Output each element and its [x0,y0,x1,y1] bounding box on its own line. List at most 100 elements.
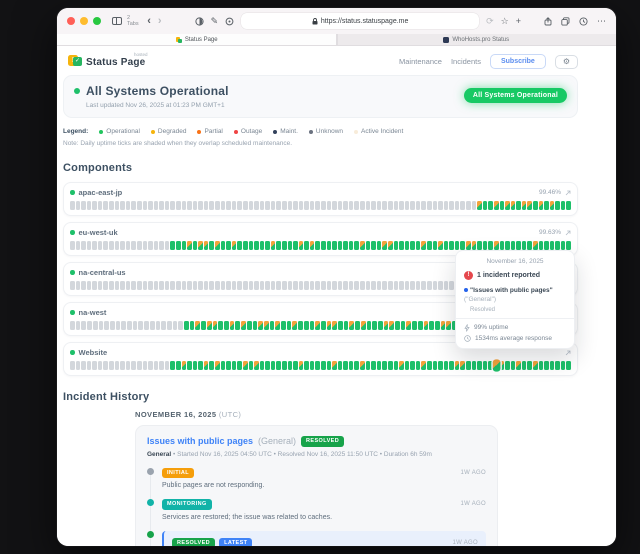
uptime-tick[interactable] [466,361,471,370]
uptime-tick[interactable] [349,321,355,330]
uptime-tick[interactable] [298,201,304,210]
share-icon[interactable] [544,16,552,26]
uptime-tick[interactable] [258,321,263,330]
uptime-tick[interactable] [103,241,109,250]
uptime-tick[interactable] [298,241,304,250]
uptime-tick[interactable] [499,201,505,210]
uptime-tick[interactable] [393,281,399,290]
uptime-tick[interactable] [114,281,120,290]
uptime-tick[interactable] [482,201,488,210]
uptime-tick[interactable] [115,321,121,330]
uptime-tick[interactable] [544,201,549,210]
uptime-tick[interactable] [276,281,281,290]
uptime-tick[interactable] [410,201,415,210]
uptime-tick[interactable] [281,361,287,370]
uptime-tick[interactable] [231,281,237,290]
uptime-tick[interactable] [178,321,184,330]
uptime-tick[interactable] [376,281,382,290]
uptime-tick[interactable] [203,361,209,370]
uptime-tick[interactable] [192,201,198,210]
uptime-tick[interactable] [360,201,365,210]
uptime-tick[interactable] [75,281,81,290]
uptime-tick[interactable] [348,201,354,210]
uptime-tick[interactable] [555,201,560,210]
uptime-tick[interactable] [97,361,103,370]
uptime-tick[interactable] [471,201,477,210]
uptime-tick[interactable] [276,361,281,370]
uptime-tick[interactable] [92,241,97,250]
uptime-tick[interactable] [488,201,493,210]
uptime-tick[interactable] [81,241,86,250]
uptime-tick[interactable] [265,201,270,210]
uptime-tick[interactable] [252,321,258,330]
uptime-tick[interactable] [298,321,303,330]
uptime-tick[interactable] [287,361,293,370]
uptime-tick[interactable] [248,201,254,210]
uptime-tick[interactable] [170,201,175,210]
uptime-tick[interactable] [97,201,103,210]
forward-icon[interactable]: › [157,14,162,27]
uptime-tick[interactable] [343,201,348,210]
nav-maintenance-link[interactable]: Maintenance [398,57,442,66]
uptime-tick[interactable] [438,201,443,210]
uptime-tick[interactable] [153,241,159,250]
uptime-tick[interactable] [449,281,454,290]
uptime-tick[interactable] [226,361,231,370]
uptime-tick[interactable] [86,281,92,290]
uptime-tick[interactable] [471,241,477,250]
uptime-tick[interactable] [360,281,365,290]
uptime-tick[interactable] [276,241,281,250]
uptime-tick[interactable] [560,241,566,250]
uptime-tick[interactable] [187,201,192,210]
uptime-tick[interactable] [287,281,293,290]
uptime-tick[interactable] [275,321,281,330]
uptime-tick[interactable] [265,361,270,370]
uptime-tick[interactable] [97,241,103,250]
uptime-tick[interactable] [460,201,466,210]
uptime-tick[interactable] [269,321,275,330]
uptime-tick[interactable] [209,241,215,250]
uptime-tick[interactable] [293,241,298,250]
uptime-tick[interactable] [170,361,175,370]
uptime-tick[interactable] [281,201,287,210]
uptime-tick[interactable] [281,281,287,290]
uptime-tick[interactable] [161,321,166,330]
uptime-tick[interactable] [293,281,298,290]
uptime-tick[interactable] [293,201,298,210]
uptime-tick[interactable] [417,321,423,330]
uptime-tick[interactable] [376,201,382,210]
uptime-tick[interactable] [298,281,304,290]
uptime-tick[interactable] [332,321,338,330]
uptime-tick[interactable] [166,321,172,330]
uptime-tick[interactable] [321,241,326,250]
uptime-tick[interactable] [315,201,321,210]
uptime-tick[interactable] [549,241,555,250]
uptime-tick[interactable] [400,321,406,330]
uptime-tick[interactable] [237,241,242,250]
uptime-tick[interactable] [371,361,376,370]
uptime-tick[interactable] [75,321,81,330]
uptime-tick[interactable] [281,241,287,250]
uptime-tick[interactable] [415,201,421,210]
uptime-tick[interactable] [125,281,131,290]
uptime-tick[interactable] [142,361,148,370]
uptime-tick[interactable] [231,361,237,370]
uptime-tick[interactable] [421,201,426,210]
uptime-tick[interactable] [304,361,309,370]
uptime-tick[interactable] [432,361,438,370]
uptime-tick[interactable] [97,281,103,290]
uptime-tick[interactable] [220,361,226,370]
uptime-tick[interactable] [438,281,443,290]
uptime-tick[interactable] [87,321,92,330]
uptime-tick[interactable] [343,241,348,250]
uptime-tick[interactable] [81,281,86,290]
uptime-tick[interactable] [549,201,555,210]
uptime-tick[interactable] [326,241,332,250]
uptime-tick[interactable] [159,201,164,210]
uptime-tick[interactable] [449,361,454,370]
uptime-tick[interactable] [393,201,399,210]
uptime-tick[interactable] [159,281,164,290]
uptime-tick[interactable] [103,201,109,210]
reload-icon[interactable]: ⟳ [486,15,494,26]
uptime-tick[interactable] [136,281,142,290]
